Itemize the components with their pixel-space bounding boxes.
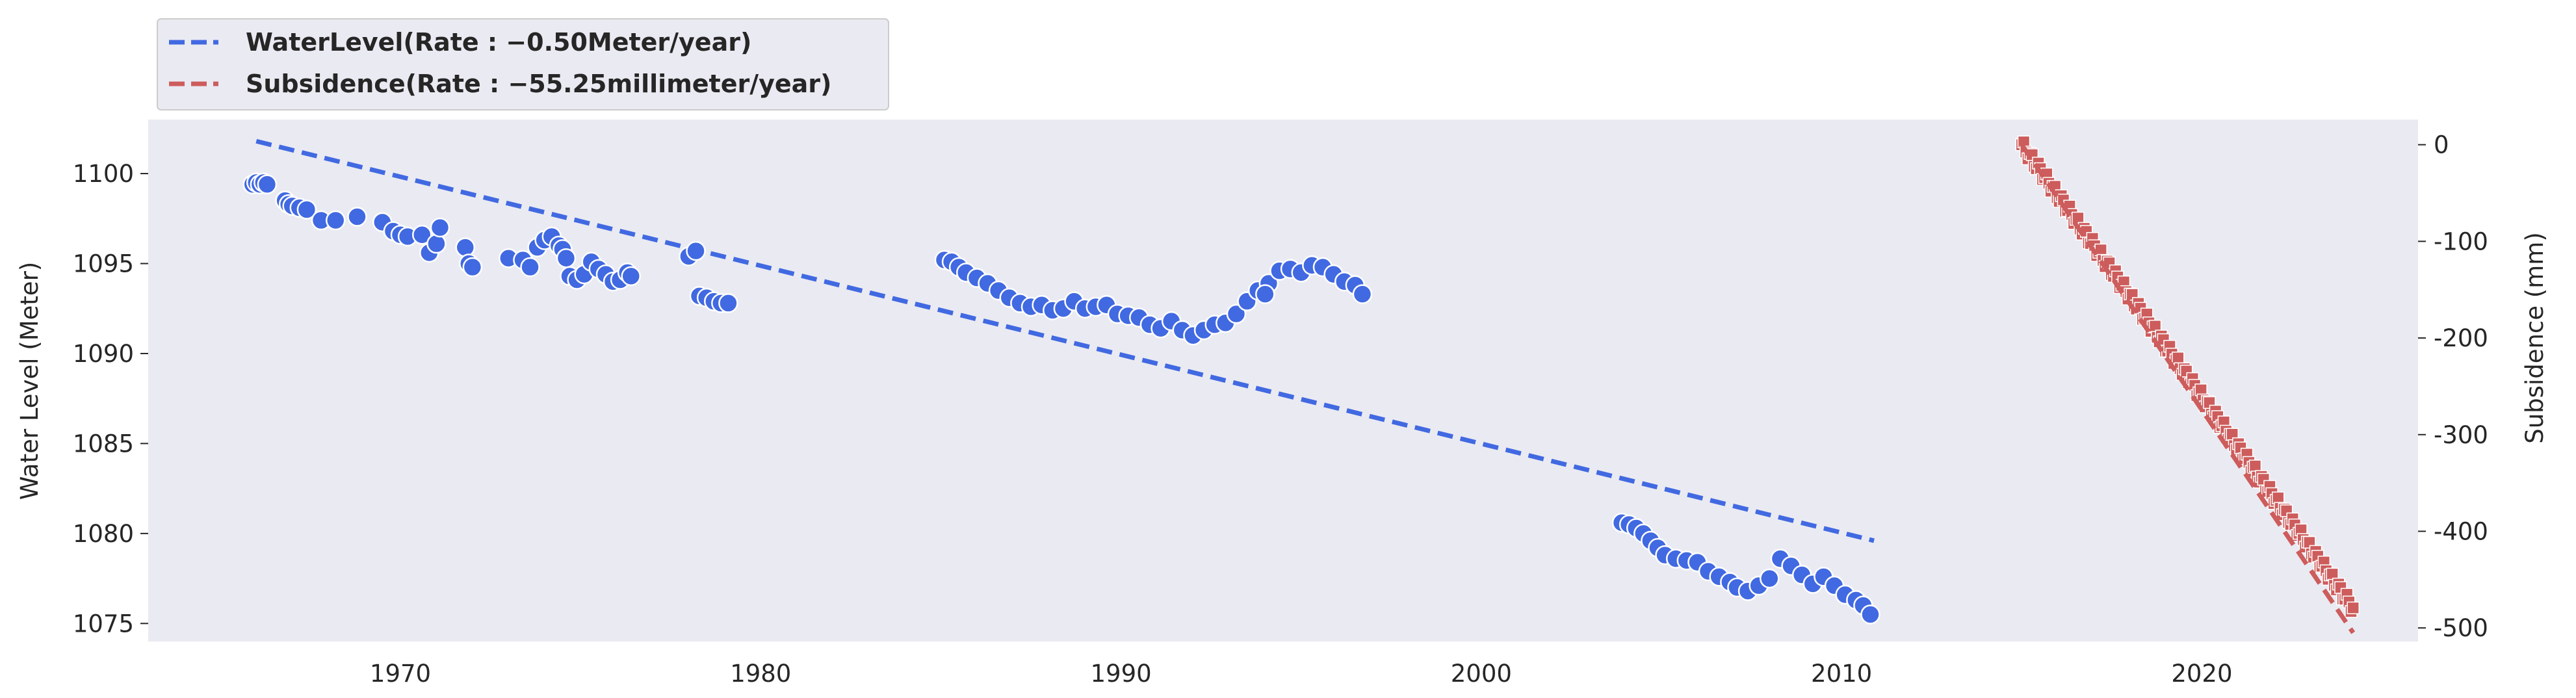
plot-background [148,120,2418,641]
y-axis-left: 1075 1080 1085 1090 1095 1100 [73,160,148,638]
legend-box [157,18,889,110]
water-level-point [325,210,346,231]
x-tick-label: 1970 [370,660,431,688]
water-level-point [1352,284,1373,304]
water-level-point [1255,284,1275,304]
y-tick-label: 1095 [73,250,134,278]
subsidence-point [2172,351,2185,365]
water-level-point [347,207,367,227]
y-axis-right: -500 -400 -300 -200 -100 0 [2418,131,2488,642]
water-level-point [1226,304,1247,324]
x-tick-label: 2020 [2171,660,2232,688]
subsidence-point [2347,601,2360,615]
water-level-point [462,257,483,278]
water-level-point [556,248,577,268]
water-level-point [718,293,738,313]
water-level-point [296,200,317,220]
x-tick-label: 1980 [730,660,791,688]
water-level-point [430,217,450,238]
water-level-point [686,240,706,261]
water-level-points [242,172,1880,625]
legend: WaterLevel(Rate : −0.50Meter/year) Subsi… [157,18,889,110]
x-tick-label: 2010 [1811,660,1872,688]
y2-tick-label: -300 [2434,421,2488,449]
y-axis-label: Water Level (Meter) [16,262,44,500]
water-level-point [1860,604,1880,625]
water-level-point [520,257,540,278]
water-level-point [426,233,447,254]
x-tick-label: 1990 [1090,660,1151,688]
water-level-point [455,237,476,257]
legend-label-subsidence: Subsidence(Rate : −55.25millimeter/year) [246,70,831,98]
y2-axis-label: Subsidence (mm) [2521,232,2549,444]
trend-lines [255,138,2356,634]
y2-tick-label: 0 [2434,131,2449,159]
x-tick-label: 2000 [1451,660,1512,688]
x-axis: 1970 1980 1990 2000 2010 2020 [370,660,2233,688]
trend-line-waterlevel [255,138,1875,543]
water-level-point [621,266,641,287]
y2-tick-label: -100 [2434,227,2488,255]
y-tick-label: 1100 [73,160,134,188]
water-level-point [1760,568,1780,589]
water-level-point [257,174,278,194]
y2-tick-label: -500 [2434,614,2488,642]
y2-tick-label: -200 [2434,324,2488,352]
legend-label-water-level: WaterLevel(Rate : −0.50Meter/year) [246,28,751,57]
subsidence-point [2094,243,2107,257]
y2-tick-label: -400 [2434,517,2488,545]
y-tick-label: 1085 [73,430,134,458]
trend-line-subsidence [2020,143,2356,634]
y-tick-label: 1080 [73,520,134,548]
y-tick-label: 1075 [73,610,134,638]
y-tick-label: 1090 [73,340,134,368]
water-level-point [412,224,432,245]
